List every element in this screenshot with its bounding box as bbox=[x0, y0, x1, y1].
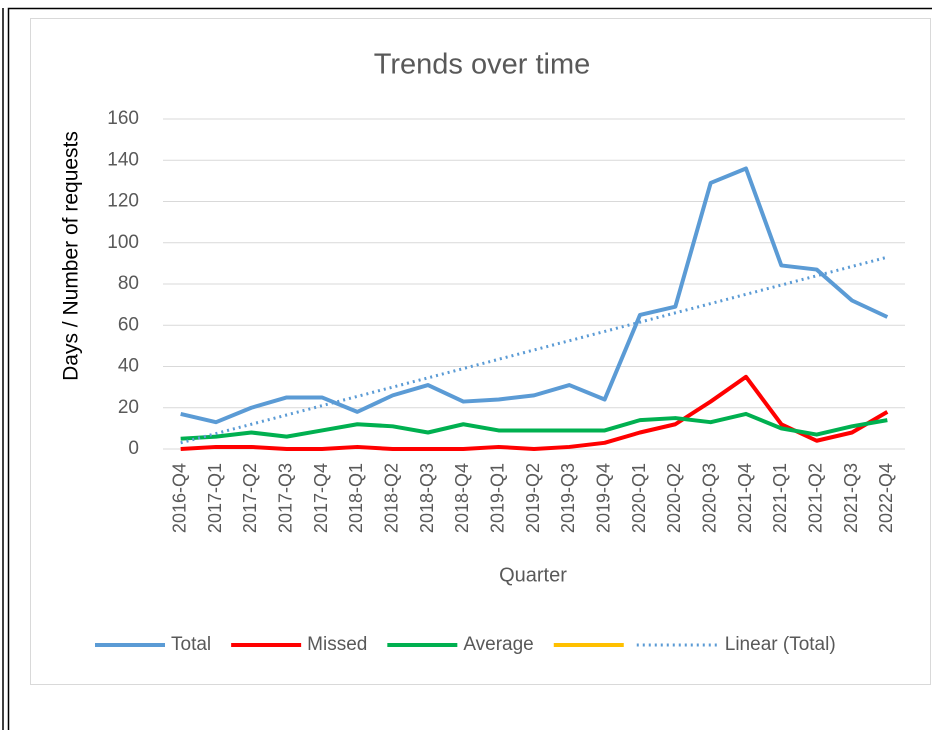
x-tick-label: 2021-Q4 bbox=[735, 463, 755, 533]
x-tick-label: 2020-Q3 bbox=[699, 463, 719, 533]
y-tick-label: 20 bbox=[118, 397, 139, 418]
x-tick-label: 2017-Q4 bbox=[311, 463, 331, 533]
x-tick-label: 2019-Q2 bbox=[523, 463, 543, 533]
y-axis-label: Days / Number of requests bbox=[60, 131, 83, 381]
x-tick-label: 2018-Q2 bbox=[381, 463, 401, 533]
x-tick-label: 2019-Q4 bbox=[593, 463, 613, 533]
y-tick-label: 140 bbox=[107, 149, 139, 170]
legend-label: Missed bbox=[307, 634, 367, 655]
y-tick-label: 0 bbox=[128, 438, 139, 459]
x-tick-label: 2019-Q3 bbox=[558, 463, 578, 533]
x-tick-label: 2022-Q4 bbox=[876, 463, 896, 533]
window-frame bbox=[7, 7, 932, 730]
y-tick-label: 160 bbox=[107, 108, 139, 129]
y-tick-label: 100 bbox=[107, 232, 139, 253]
x-tick-label: 2016-Q4 bbox=[169, 463, 189, 533]
chart-title: Trends over time bbox=[374, 49, 591, 81]
x-tick-label: 2018-Q1 bbox=[346, 463, 366, 533]
trendline bbox=[180, 255, 888, 445]
y-tick-label: 120 bbox=[107, 191, 139, 212]
x-tick-label: 2020-Q2 bbox=[664, 463, 684, 533]
series-line bbox=[180, 411, 888, 441]
series-line bbox=[180, 166, 889, 425]
x-tick-label: 2017-Q1 bbox=[205, 463, 225, 533]
x-tick-label: 2021-Q2 bbox=[805, 463, 825, 533]
series-line bbox=[180, 374, 889, 451]
y-tick-label: 80 bbox=[118, 273, 139, 294]
x-tick-label: 2018-Q3 bbox=[417, 463, 437, 533]
y-tick-label: 40 bbox=[118, 356, 139, 377]
legend-label: Average bbox=[463, 634, 533, 655]
x-tick-label: 2021-Q1 bbox=[770, 463, 790, 533]
x-tick-label: 2020-Q1 bbox=[629, 463, 649, 533]
x-tick-label: 2018-Q4 bbox=[452, 463, 472, 533]
x-tick-label: 2017-Q2 bbox=[240, 463, 260, 533]
x-tick-label: 2021-Q3 bbox=[841, 463, 861, 533]
chart-area bbox=[30, 18, 931, 685]
x-axis-label: Quarter bbox=[499, 564, 567, 586]
x-tick-label: 2017-Q3 bbox=[275, 463, 295, 533]
x-tick-label: 2019-Q1 bbox=[487, 463, 507, 533]
legend-label: Total bbox=[171, 634, 211, 655]
y-tick-label: 60 bbox=[118, 314, 139, 335]
legend-label: Linear (Total) bbox=[725, 634, 836, 655]
